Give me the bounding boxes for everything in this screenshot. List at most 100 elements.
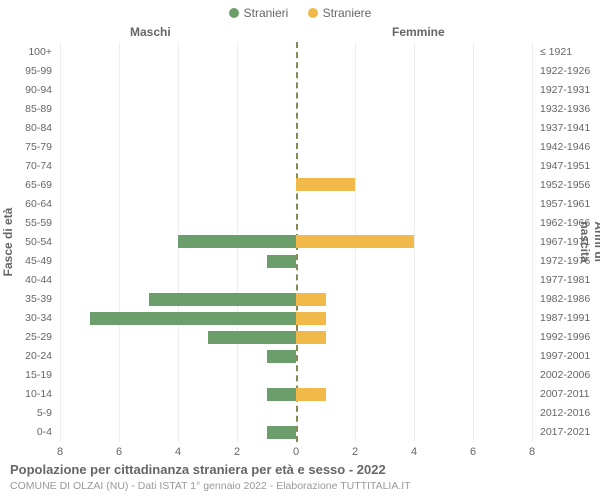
x-tick-label: 4 <box>175 446 181 458</box>
data-row <box>60 328 532 347</box>
birth-year-label: 1922-1926 <box>540 65 590 77</box>
x-tick-label: 6 <box>470 446 476 458</box>
plot-area: 864202468 <box>60 42 532 442</box>
birth-year-label: 1947-1951 <box>540 160 590 172</box>
data-row <box>60 213 532 232</box>
birth-year-label: 1972-1976 <box>540 255 590 267</box>
age-label: 95-99 <box>25 65 52 77</box>
birth-year-label: 1982-1986 <box>540 293 590 305</box>
birth-year-label: 1932-1936 <box>540 103 590 115</box>
age-label: 35-39 <box>25 293 52 305</box>
birth-year-label: 2012-2016 <box>540 407 590 419</box>
gridline <box>532 42 533 442</box>
birth-year-label: 1942-1946 <box>540 141 590 153</box>
bar-female <box>296 331 326 344</box>
birth-year-label: 2007-2011 <box>540 388 589 400</box>
legend-swatch-female <box>308 8 318 18</box>
bar-female <box>296 388 326 401</box>
data-row <box>60 423 532 442</box>
data-row <box>60 194 532 213</box>
birth-year-label: 1992-1996 <box>540 331 590 343</box>
data-row <box>60 118 532 137</box>
birth-year-label: 1952-1956 <box>540 179 590 191</box>
age-label: 45-49 <box>25 255 52 267</box>
x-tick-label: 4 <box>411 446 417 458</box>
data-row <box>60 271 532 290</box>
age-label: 90-94 <box>25 84 52 96</box>
age-label: 10-14 <box>25 388 52 400</box>
data-row <box>60 99 532 118</box>
bar-male <box>178 235 296 248</box>
data-row <box>60 347 532 366</box>
x-tick-label: 2 <box>352 446 358 458</box>
chart-container: Stranieri Straniere Maschi Femmine Fasce… <box>0 0 600 500</box>
age-label: 60-64 <box>25 198 52 210</box>
age-label: 40-44 <box>25 274 52 286</box>
bar-male <box>267 255 297 268</box>
birth-year-label: 2017-2021 <box>540 426 590 438</box>
data-row <box>60 232 532 251</box>
birth-year-label: 1937-1941 <box>540 122 590 134</box>
bar-male <box>149 293 297 306</box>
birth-year-label: 1962-1966 <box>540 217 590 229</box>
x-tick-label: 2 <box>234 446 240 458</box>
bar-male <box>267 350 297 363</box>
legend: Stranieri Straniere <box>0 6 600 21</box>
data-row <box>60 309 532 328</box>
birth-year-label: 2002-2006 <box>540 369 590 381</box>
header-male: Maschi <box>130 25 171 39</box>
data-row <box>60 61 532 80</box>
x-tick-label: 8 <box>57 446 63 458</box>
age-label: 0-4 <box>37 426 52 438</box>
chart-subtitle: COMUNE DI OLZAI (NU) - Dati ISTAT 1° gen… <box>10 480 411 492</box>
birth-year-label: 1957-1961 <box>540 198 590 210</box>
bar-female <box>296 235 414 248</box>
age-label: 55-59 <box>25 217 52 229</box>
bar-female <box>296 312 326 325</box>
age-label: 20-24 <box>25 350 52 362</box>
data-row <box>60 290 532 309</box>
legend-swatch-male <box>229 8 239 18</box>
birth-year-label: 1997-2001 <box>540 350 590 362</box>
legend-item-male: Stranieri <box>229 6 289 20</box>
age-label: 30-34 <box>25 312 52 324</box>
age-label: 100+ <box>28 46 52 58</box>
legend-item-female: Straniere <box>308 6 372 20</box>
bar-male <box>267 388 297 401</box>
age-label: 15-19 <box>25 369 52 381</box>
bar-male <box>208 331 297 344</box>
data-row <box>60 404 532 423</box>
y-axis-right: ≤ 1921 1922-1926 1927-1931 1932-1936 1937-19… <box>536 42 596 442</box>
legend-label-male: Stranieri <box>244 6 289 20</box>
bar-male <box>267 426 297 439</box>
x-tick-label: 0 <box>293 446 299 458</box>
birth-year-label: 1927-1931 <box>540 84 590 96</box>
bar-female <box>296 178 355 191</box>
legend-label-female: Straniere <box>323 6 372 20</box>
header-female: Femmine <box>392 25 445 39</box>
age-label: 25-29 <box>25 331 52 343</box>
birth-year-label: 1987-1991 <box>540 312 590 324</box>
age-label: 85-89 <box>25 103 52 115</box>
age-label: 75-79 <box>25 141 52 153</box>
data-row <box>60 80 532 99</box>
data-row <box>60 137 532 156</box>
birth-year-label: ≤ 1921 <box>540 46 572 58</box>
chart-title: Popolazione per cittadinanza straniera p… <box>10 462 386 477</box>
x-tick-label: 8 <box>529 446 535 458</box>
age-label: 50-54 <box>25 236 52 248</box>
data-row <box>60 175 532 194</box>
age-label: 65-69 <box>25 179 52 191</box>
data-row <box>60 366 532 385</box>
data-row <box>60 385 532 404</box>
data-row <box>60 42 532 61</box>
bar-male <box>90 312 297 325</box>
x-tick-label: 6 <box>116 446 122 458</box>
age-label: 80-84 <box>25 122 52 134</box>
data-row <box>60 156 532 175</box>
bar-female <box>296 293 326 306</box>
age-label: 5-9 <box>37 407 52 419</box>
data-row <box>60 252 532 271</box>
y-axis-left: 100+95-9990-9485-8980-8475-7970-7465-696… <box>0 42 56 442</box>
birth-year-label: 1977-1981 <box>540 274 590 286</box>
